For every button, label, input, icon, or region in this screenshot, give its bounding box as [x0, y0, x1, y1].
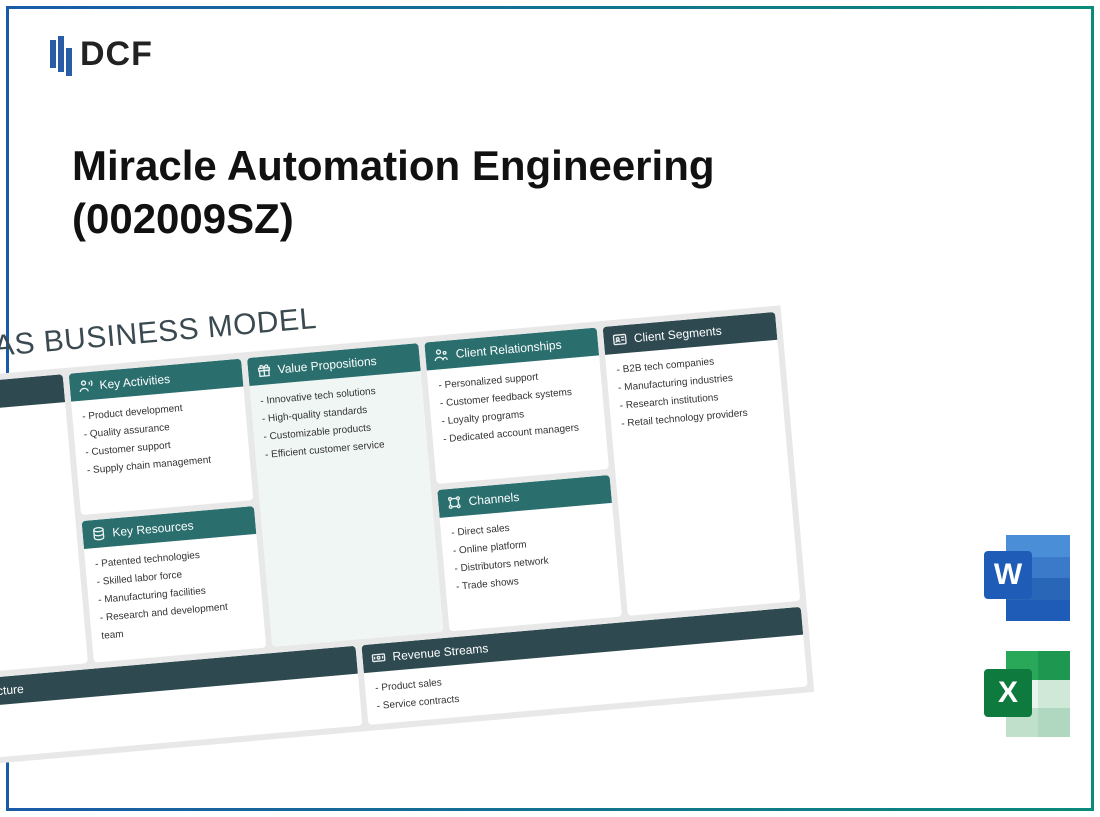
business-model-canvas: CANVAS BUSINESS MODEL Key Partners nolog…	[0, 262, 814, 771]
word-letter: W	[984, 551, 1032, 599]
card-title: Value Propositions	[277, 354, 377, 377]
word-file-icon: W	[984, 535, 1070, 621]
card-title: Key Resources	[112, 518, 194, 539]
excel-file-icon: X	[984, 651, 1070, 737]
logo-bars-icon	[50, 32, 72, 76]
title-line-2: (002009SZ)	[72, 193, 715, 246]
card-body: Patented technologiesSkilled labor force…	[84, 534, 265, 655]
id-card-icon	[611, 331, 628, 348]
excel-letter: X	[984, 669, 1032, 717]
dcf-logo: DCF	[50, 32, 153, 76]
gift-icon	[255, 362, 272, 379]
card-title: Cost Structure	[0, 682, 24, 703]
card-body: Innovative tech solutionsHigh-quality st…	[249, 371, 429, 474]
card-title: Client Segments	[633, 324, 722, 346]
card-title: Revenue Streams	[392, 641, 489, 663]
file-icons: W X	[984, 535, 1070, 737]
logo-text: DCF	[80, 35, 153, 74]
card-channels: Channels Direct salesOnline platformDist…	[438, 475, 623, 632]
card-body: B2B tech companiesManufacturing industri…	[605, 340, 785, 443]
card-body: Personalized supportCustomer feedback sy…	[427, 355, 607, 458]
database-icon	[90, 525, 107, 542]
network-icon	[446, 494, 463, 511]
card-body: Product developmentQuality assuranceCust…	[71, 387, 251, 490]
card-title: Channels	[468, 490, 520, 508]
card-client-segments: Client Segments B2B tech companiesManufa…	[603, 312, 800, 616]
card-title: Key Activities	[99, 372, 171, 392]
person-sound-icon	[77, 378, 94, 395]
card-body: nology suppliersearch institutionstribut…	[0, 402, 73, 505]
page-title: Miracle Automation Engineering (002009SZ…	[72, 140, 715, 245]
card-value-propositions: Value Propositions Innovative tech solut…	[247, 343, 444, 647]
title-line-1: Miracle Automation Engineering	[72, 140, 715, 193]
card-title: Client Relationships	[455, 338, 562, 361]
people-icon	[433, 346, 450, 363]
card-key-activities: Key Activities Product developmentQualit…	[68, 359, 253, 516]
card-body: Direct salesOnline platformDistributors …	[440, 503, 620, 606]
money-icon	[370, 649, 387, 666]
card-key-resources: Key Resources Patented technologiesSkill…	[81, 506, 266, 663]
card-client-relationships: Client Relationships Personalized suppor…	[425, 327, 610, 484]
